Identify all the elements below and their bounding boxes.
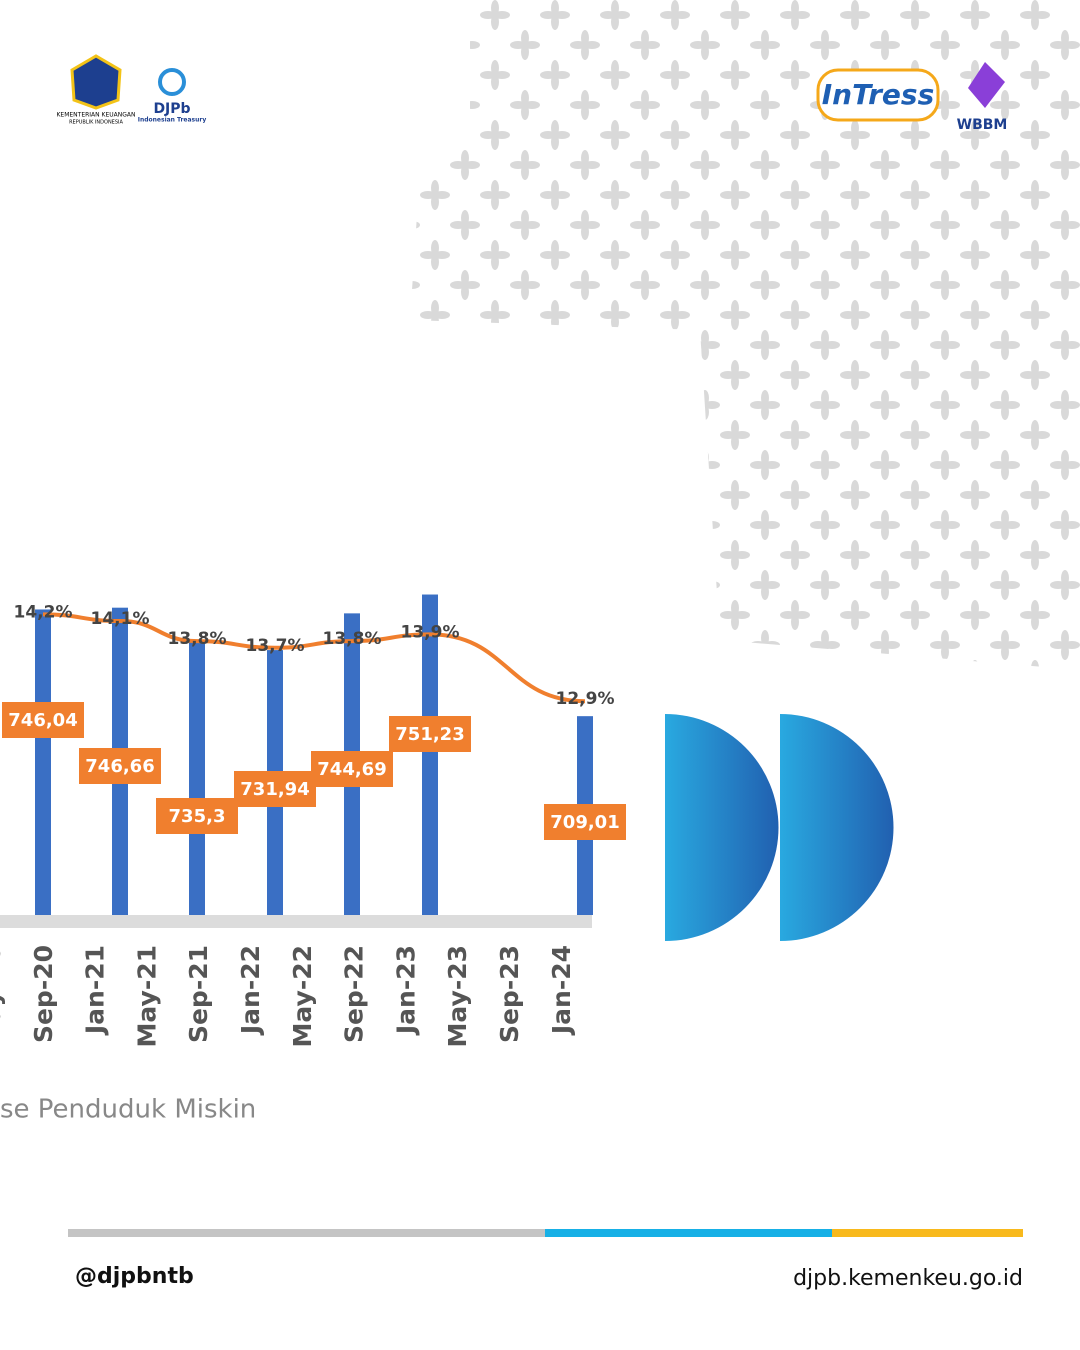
wbbm: WBBM <box>957 117 1008 133</box>
x-tick-label: Sep-23 <box>495 945 524 1043</box>
value-label: 13,8% <box>168 629 227 649</box>
logo-djpb: DJPb Indonesian Treasury <box>138 68 207 124</box>
value-label-box <box>234 771 316 807</box>
decor-half-circle <box>665 714 779 941</box>
value-label-box <box>156 798 238 834</box>
x-tick-label: Sep-21 <box>184 945 213 1043</box>
value-label-box <box>2 702 84 738</box>
logo-intress: InTress <box>816 68 940 122</box>
value-label-box <box>311 751 393 787</box>
value-label-box <box>79 748 161 784</box>
logo-wbbm: WBBM <box>957 62 1008 133</box>
value-label-box <box>544 804 626 840</box>
x-tick-label: Jan-22 <box>236 945 265 1036</box>
value-label: 744,69 <box>317 759 386 780</box>
bar <box>189 640 205 915</box>
ministry-sub: REPUBLIK INDONESIA <box>69 120 123 126</box>
logo-ministry: KEMENTERIAN KEUANGAN REPUBLIK INDONESIA <box>56 54 136 126</box>
x-tick-label: Jan-23 <box>391 945 420 1036</box>
ministry: KEMENTERIAN KEUANGAN <box>56 112 135 119</box>
djpb-sub: Indonesian Treasury <box>138 117 207 124</box>
value-label: 751,23 <box>395 724 464 745</box>
value-label: 735,3 <box>169 806 226 827</box>
value-label: 709,01 <box>550 812 619 833</box>
pattern <box>410 0 1080 670</box>
value-label-box <box>389 716 471 752</box>
x-tick-label: May-21 <box>132 945 161 1047</box>
x-tick-label: Jan-24 <box>547 945 576 1036</box>
value-label: 13,7% <box>246 636 305 656</box>
x-tick-label: May-23 <box>443 945 472 1047</box>
site: djpb.kemenkeu.go.id <box>793 1266 1023 1291</box>
x-tick-label: Sep-20 <box>29 945 58 1043</box>
intress: InTress <box>822 78 935 111</box>
footer-line <box>832 1229 1023 1237</box>
chart: May-20 Sep-20 Jan-21 May-21 Sep-21 Jan-22 May-… <box>0 594 626 1047</box>
value-label: 14,2% <box>14 602 73 622</box>
value-label: 13,8% <box>323 629 382 649</box>
x-tick-label: May-20 <box>0 945 6 1047</box>
handle: @djpbntb <box>75 1264 194 1289</box>
decor-half-circle <box>780 714 894 941</box>
value-label: 731,94 <box>240 779 309 800</box>
value-label: 14,1% <box>91 609 150 629</box>
value-label: 12,9% <box>556 689 615 709</box>
legend-text: se Penduduk Miskin <box>0 1095 256 1125</box>
x-tick-label: May-22 <box>288 945 317 1047</box>
x-tick-label: Jan-21 <box>81 945 110 1036</box>
line <box>42 612 586 704</box>
bar <box>35 609 51 915</box>
footer-line <box>545 1229 832 1237</box>
bar <box>422 594 438 915</box>
value-label: 13,9% <box>401 622 460 642</box>
x-axis-band <box>0 915 592 928</box>
value-label: 746,66 <box>85 756 154 777</box>
value-label: 746,04 <box>8 710 77 731</box>
djpb: DJPb <box>153 101 190 117</box>
footer-line <box>68 1229 545 1237</box>
x-tick-label: Sep-22 <box>340 945 369 1043</box>
